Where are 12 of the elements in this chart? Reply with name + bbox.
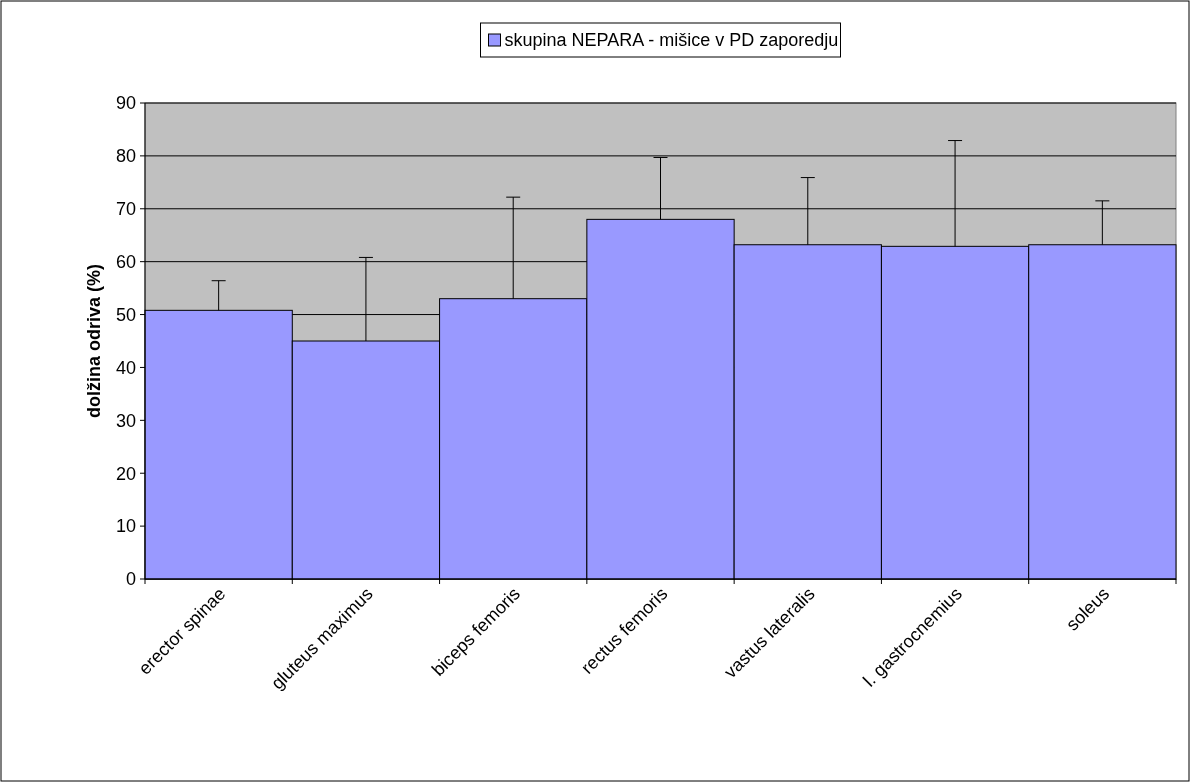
- y-tick-label: 70: [115, 199, 136, 220]
- y-tick-label: 50: [115, 304, 136, 325]
- y-tick-label: 80: [115, 146, 136, 167]
- y-tick-label: 10: [115, 516, 136, 537]
- y-tick-label: 0: [125, 569, 136, 590]
- y-tick-label: 40: [115, 357, 136, 378]
- y-tick-label: 90: [115, 93, 136, 114]
- y-tick-label: 30: [115, 410, 136, 431]
- y-axis-title: dolžina odriva (%): [84, 263, 104, 419]
- y-tick-label: 60: [115, 251, 136, 272]
- legend-label: skupina NEPARA - mišice v PD zaporedju: [504, 30, 839, 51]
- y-tick-label: 20: [115, 463, 136, 484]
